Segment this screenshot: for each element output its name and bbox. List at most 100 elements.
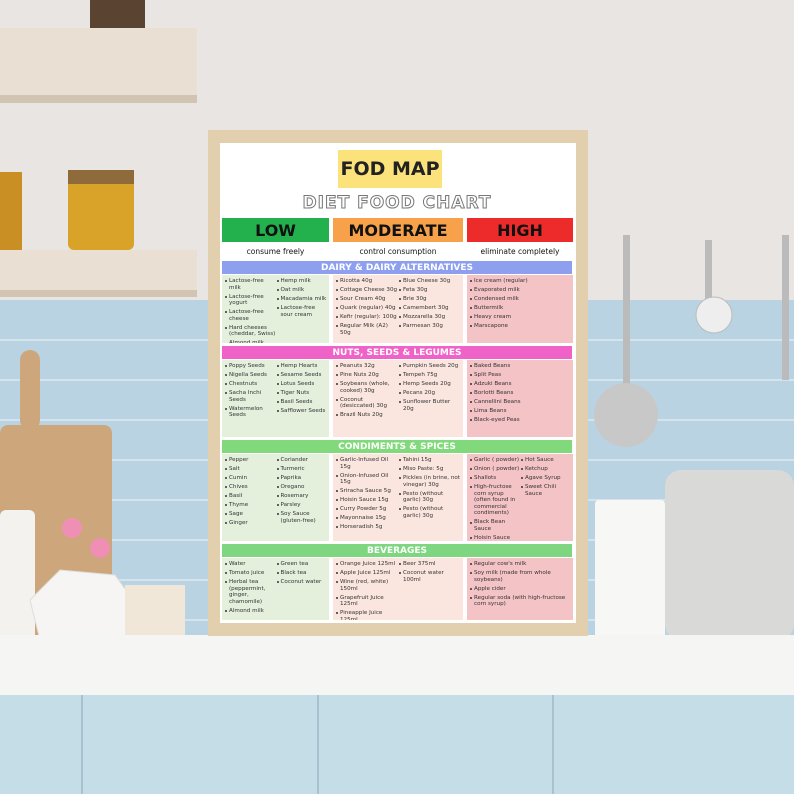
food-cell: Poppy Seeds Nigella Seeds Chestnuts Sacha I… — [222, 360, 329, 437]
food-item: Miso Paste: 5g — [398, 466, 461, 473]
food-cell: Water Tomato juice Herbal tea (peppermint,… — [222, 558, 329, 620]
food-item: Coconut water 100ml — [398, 570, 461, 583]
food-column: Regular cow's milk Soy milk (made from wh… — [469, 561, 571, 617]
food-item: Water — [224, 561, 276, 568]
food-column: Hemp Hearts Sesame Seeds Lotus Seeds Tiger … — [276, 363, 328, 434]
food-item: Lactose-free cheese — [224, 309, 276, 322]
food-item: Lactose-free yogurt — [224, 294, 276, 307]
food-item: Camembert 30g — [398, 305, 461, 312]
food-item: Cottage Cheese 30g — [335, 287, 398, 294]
food-item: Grapefruit Juice 125ml — [335, 595, 398, 608]
food-item: Lima Beans — [469, 408, 571, 415]
food-column: Ice cream (regular) Evaporated milk Conden… — [469, 278, 571, 340]
food-item: Safflower Seeds — [276, 408, 328, 415]
food-item: Hemp Seeds 20g — [398, 381, 461, 388]
food-item: Hoisin Sauce 15g — [335, 497, 398, 504]
food-item: Herbal tea (peppermint, ginger, chamomil… — [224, 579, 276, 605]
food-item: Lactose-free sour cream — [276, 305, 328, 318]
food-item: Evaporated milk — [469, 287, 571, 294]
food-column: Blue Cheese 30g Feta 30g Brie 30g Camembert… — [398, 278, 461, 340]
food-item: Shallots — [469, 475, 520, 482]
level-header: LOW — [222, 218, 329, 242]
food-item: Apple Juice 125ml — [335, 570, 398, 577]
food-item: Cannellini Beans — [469, 399, 571, 406]
food-item: Almond milk — [224, 340, 276, 343]
food-item: Split Peas — [469, 372, 571, 379]
food-cell: Ricotta 40g Cottage Cheese 30g Sour Cream … — [333, 275, 463, 343]
food-item: Beer 375ml — [398, 561, 461, 568]
food-item: Regular cow's milk — [469, 561, 571, 568]
food-item: Soy Sauce (gluten-free) — [276, 511, 328, 524]
food-item: Buttermilk — [469, 305, 571, 312]
food-cell: Regular cow's milk Soy milk (made from wh… — [467, 558, 573, 620]
food-cell: Lactose-free milk Lactose-free yogurt Lact… — [222, 275, 329, 343]
food-item: Pesto (without garlic) 30g — [398, 491, 461, 504]
food-item: Soybeans (whole, cooked) 30g — [335, 381, 398, 394]
food-item: Lactose-free milk — [224, 278, 276, 291]
food-item: Watermelon Seeds — [224, 406, 276, 419]
section-header: CONDIMENTS & SPICES — [222, 440, 572, 453]
food-column: Baked Beans Split Peas Adzuki Beans Borlott… — [469, 363, 571, 434]
food-item: Parsley — [276, 502, 328, 509]
food-column: Hemp milk Oat milk Macadamia milk Lactose-f… — [276, 278, 328, 340]
food-item: Coconut water — [276, 579, 328, 586]
food-item: Sweet Chili Sauce — [520, 484, 571, 497]
food-item: Brazil Nuts 20g — [335, 412, 398, 419]
food-column: Beer 375ml Coconut water 100ml — [398, 561, 461, 617]
food-item: Mayonnaise 15g — [335, 515, 398, 522]
food-item: Salt — [224, 466, 276, 473]
food-item: Sage — [224, 511, 276, 518]
food-item: Onion ( powder) — [469, 466, 520, 473]
food-item: Regular Milk (A2) 50g — [335, 323, 398, 336]
food-item: Hot Sauce — [520, 457, 571, 464]
food-item: Black-eyed Peas — [469, 417, 571, 424]
food-item: Peanuts 32g — [335, 363, 398, 370]
food-item: Ice cream (regular) — [469, 278, 571, 285]
food-item: Curry Powder 5g — [335, 506, 398, 513]
food-item: Tomato juice — [224, 570, 276, 577]
food-item: Paprika — [276, 475, 328, 482]
food-item: Regular soda (with high-fructose corn sy… — [469, 595, 571, 608]
food-item: Pine Nuts 20g — [335, 372, 398, 379]
food-item: Turmeric — [276, 466, 328, 473]
food-item: Hemp Hearts — [276, 363, 328, 370]
food-item: Almond milk — [224, 608, 276, 615]
level-note: consume freely — [246, 246, 305, 256]
food-column: Lactose-free milk Lactose-free yogurt Lact… — [224, 278, 276, 343]
level-header: HIGH — [467, 218, 573, 242]
food-item: Black tea — [276, 570, 328, 577]
food-item: Ricotta 40g — [335, 278, 398, 285]
food-item: Adzuki Beans — [469, 381, 571, 388]
food-item: Poppy Seeds — [224, 363, 276, 370]
food-item: Chives — [224, 484, 276, 491]
food-cell: Ice cream (regular) Evaporated milk Conden… — [467, 275, 573, 343]
food-column: Green tea Black tea Coconut water — [276, 561, 328, 617]
food-item: Pineapple Juice 125ml — [335, 610, 398, 620]
food-item: Garlic ( powder) — [469, 457, 520, 464]
food-column: Tahini 15g Miso Paste: 5g Pickles (in brin… — [398, 457, 461, 538]
food-item: Sriracha Sauce 5g — [335, 488, 398, 495]
food-item: Thyme — [224, 502, 276, 509]
food-item: Pesto (without garlic) 30g — [398, 506, 461, 519]
food-item: Ginger — [224, 520, 276, 527]
food-item: Feta 30g — [398, 287, 461, 294]
section-header: NUTS, SEEDS & LEGUMES — [222, 346, 572, 359]
food-cell: Baked Beans Split Peas Adzuki Beans Borlott… — [467, 360, 573, 437]
food-item: Hemp milk — [276, 278, 328, 285]
food-column: Hot Sauce Ketchup Agave Syrup Sweet Chili S… — [520, 457, 571, 538]
poster-title: FOD MAP — [338, 150, 442, 188]
food-item: Hoisin Sauce — [469, 535, 520, 541]
food-item: Tiger Nuts — [276, 390, 328, 397]
food-item: Chestnuts — [224, 381, 276, 388]
food-item: Onion-Infused Oil 15g — [335, 473, 398, 486]
food-item: Wine (red, white) 150ml — [335, 579, 398, 592]
food-item: Rosemary — [276, 493, 328, 500]
food-column: Peanuts 32g Pine Nuts 20g Soybeans (whole,… — [335, 363, 398, 434]
food-column: Garlic ( powder) Onion ( powder) Shallots H… — [469, 457, 520, 541]
food-item: Hard cheeses (cheddar, Swiss) — [224, 325, 276, 338]
food-item: Basil — [224, 493, 276, 500]
food-item: Condensed milk — [469, 296, 571, 303]
food-item: Pumpkin Seeds 20g — [398, 363, 461, 370]
food-item: Cumin — [224, 475, 276, 482]
food-cell: Pepper Salt Cumin Chives Basil Thyme Sage Ginge… — [222, 454, 329, 541]
